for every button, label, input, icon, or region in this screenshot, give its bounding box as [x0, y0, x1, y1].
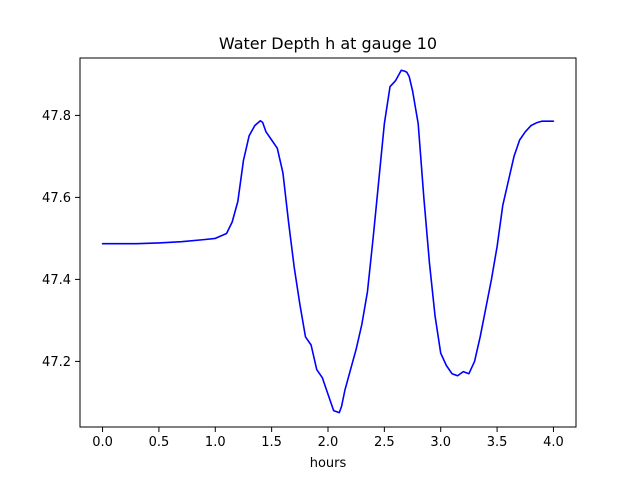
series-line [101, 69, 555, 414]
x-tick-label: 1.5 [261, 435, 282, 450]
x-tick-label: 3.0 [430, 435, 451, 450]
x-axis: 0.0 0.5 1.0 1.5 2.0 2.5 3.0 3.5 4.0 [92, 427, 564, 450]
y-tick-label: 47.4 [42, 273, 71, 288]
chart-title: Water Depth h at gauge 10 [219, 34, 437, 53]
y-tick-label: 47.8 [42, 109, 71, 124]
x-tick-label: 3.5 [487, 435, 508, 450]
y-tick-label: 47.6 [42, 191, 71, 206]
y-axis: 47.2 47.4 47.6 47.8 [42, 109, 80, 370]
series-layer [101, 69, 555, 414]
x-tick-label: 0.5 [149, 435, 170, 450]
x-tick-label: 2.0 [318, 435, 339, 450]
x-tick-label: 4.0 [543, 435, 564, 450]
x-tick-label: 1.0 [205, 435, 226, 450]
x-axis-label: hours [310, 456, 347, 471]
y-tick-label: 47.2 [42, 355, 71, 370]
x-tick-label: 2.5 [374, 435, 395, 450]
x-tick-label: 0.0 [92, 435, 113, 450]
